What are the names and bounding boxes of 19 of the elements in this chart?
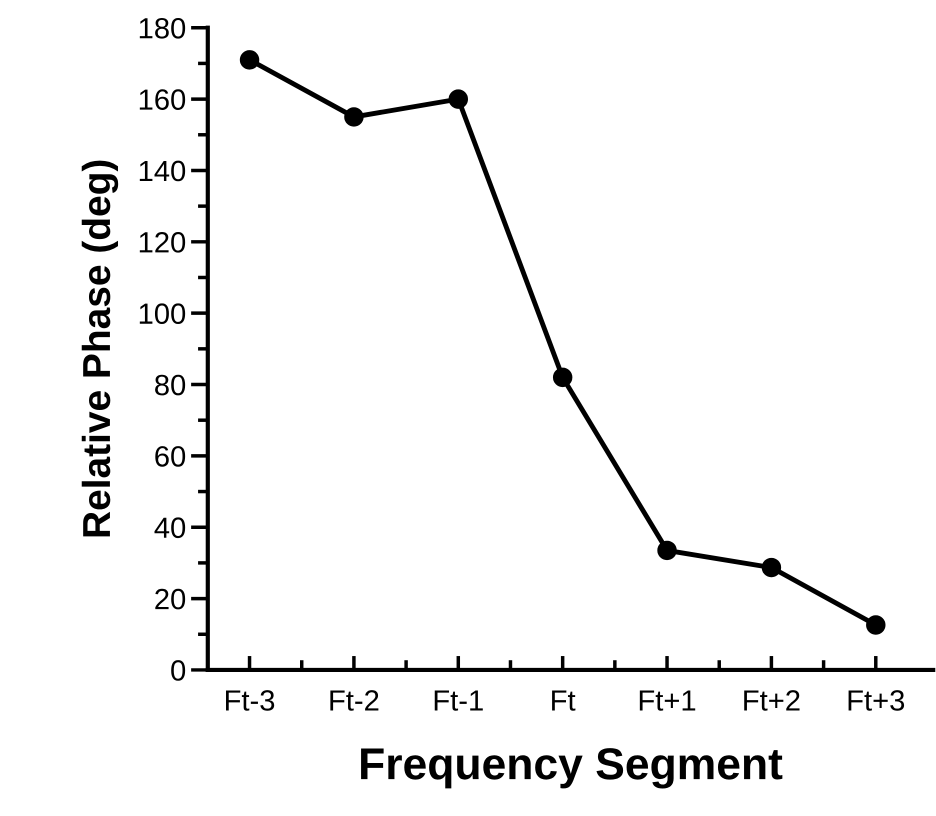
x-tick-label: Ft (552, 690, 576, 711)
y-tick-label: 0 (171, 660, 186, 681)
x-tick-label: Ft-2 (330, 690, 378, 711)
y-tick-label: 140 (140, 160, 186, 182)
y-tick-label: 40 (154, 517, 186, 538)
y-tick-label: 160 (140, 89, 186, 110)
y-tick-label: 20 (155, 588, 186, 610)
x-tick-label: Ft+3 (848, 690, 904, 711)
y-axis-title: Relative Phase (deg) (82, 160, 118, 536)
x-axis-title: Frequency Segment (361, 748, 782, 789)
x-tick-label: Ft-1 (434, 690, 483, 711)
y-tick-label: 80 (155, 374, 186, 396)
y-tick-label: 100 (140, 303, 186, 324)
x-tick-label: Ft-3 (226, 690, 274, 711)
y-tick-label: 120 (140, 232, 186, 253)
x-tick-label: Ft+2 (744, 690, 800, 711)
y-tick-label: 60 (155, 446, 186, 467)
y-tick-label: 180 (140, 18, 186, 39)
x-tick-label: Ft+1 (640, 690, 696, 711)
